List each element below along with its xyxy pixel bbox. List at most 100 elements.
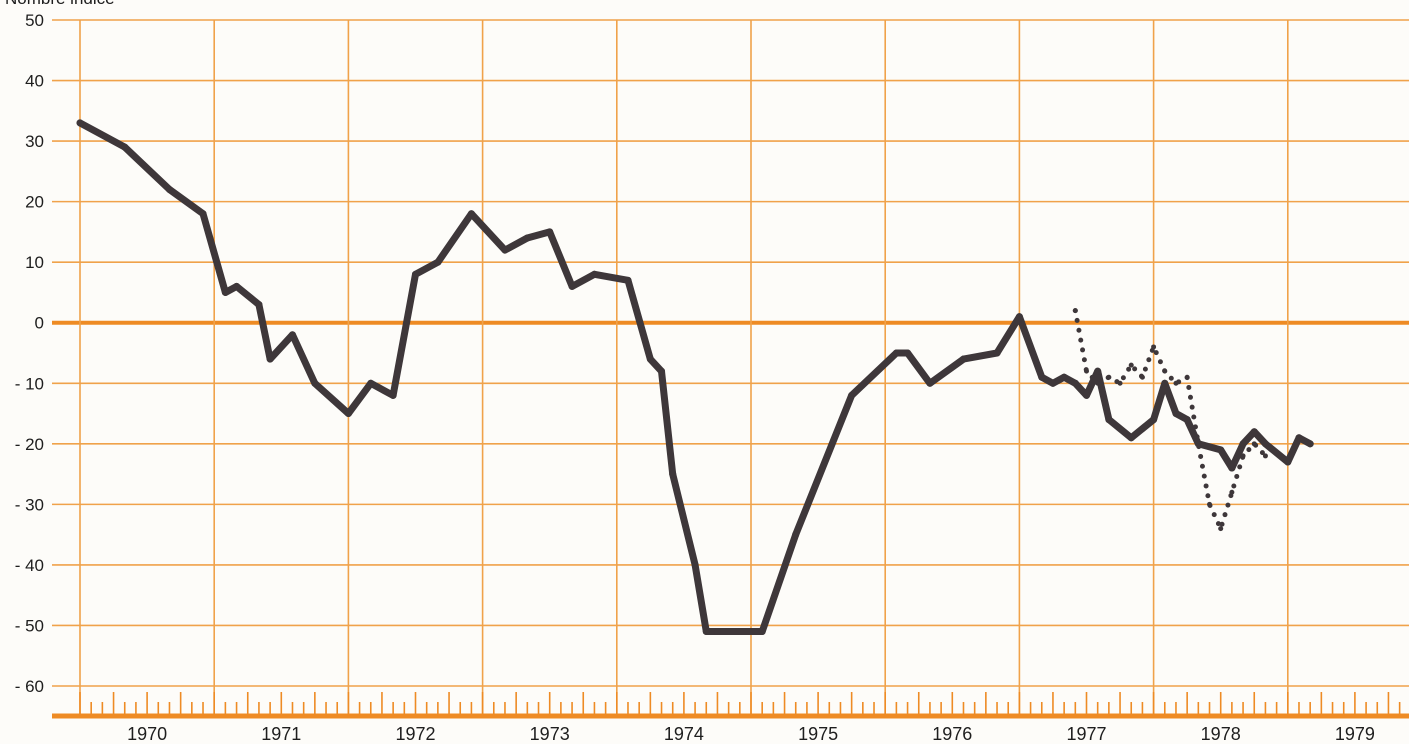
y-tick-label: - 50 xyxy=(15,616,44,635)
x-tick-label-year: 1971 xyxy=(261,724,301,744)
data-point xyxy=(523,234,531,242)
data-point xyxy=(1072,308,1078,314)
data-point xyxy=(1218,526,1224,532)
data-point xyxy=(1262,453,1268,459)
data-point xyxy=(658,367,666,375)
y-tick-label: 0 xyxy=(35,314,44,333)
data-point xyxy=(1207,501,1213,507)
data-point xyxy=(288,331,296,339)
y-tick-label: 30 xyxy=(25,132,44,151)
data-point xyxy=(76,119,84,127)
x-tick-label-year: 1977 xyxy=(1066,724,1106,744)
data-point xyxy=(367,379,375,387)
data-point xyxy=(344,410,352,418)
data-point xyxy=(1127,434,1135,442)
x-tick-label-year: 1976 xyxy=(932,724,972,744)
data-point xyxy=(1049,379,1057,387)
y-tick-label: - 40 xyxy=(15,556,44,575)
data-point xyxy=(1251,441,1257,447)
data-point xyxy=(266,355,274,363)
data-point xyxy=(848,391,856,399)
data-point xyxy=(467,210,475,218)
data-point xyxy=(1105,416,1113,424)
y-tick-label: - 20 xyxy=(15,435,44,454)
data-point xyxy=(1284,458,1292,466)
data-point xyxy=(892,349,900,357)
data-point xyxy=(792,531,800,539)
x-tick-label-year: 1979 xyxy=(1335,724,1375,744)
data-point xyxy=(233,282,241,290)
data-point xyxy=(669,470,677,478)
data-point xyxy=(199,210,207,218)
data-point xyxy=(1015,313,1023,321)
y-tick-label: - 60 xyxy=(15,677,44,696)
data-point xyxy=(1150,416,1158,424)
y-tick-label: 50 xyxy=(25,11,44,30)
data-point xyxy=(412,270,419,278)
data-point xyxy=(1306,440,1314,448)
data-point xyxy=(993,349,1001,357)
data-point xyxy=(1261,440,1269,448)
data-point xyxy=(1094,367,1102,375)
data-point xyxy=(1228,464,1236,472)
data-point xyxy=(1071,379,1079,387)
grid xyxy=(52,19,1409,716)
data-point xyxy=(1240,453,1246,459)
data-point xyxy=(1151,344,1157,350)
data-point xyxy=(1173,380,1179,386)
y-tick-label: - 10 xyxy=(15,374,44,393)
data-point xyxy=(1250,428,1258,436)
y-tick-label: - 30 xyxy=(15,495,44,514)
data-point xyxy=(1239,440,1247,448)
data-point xyxy=(1060,373,1068,381)
data-point xyxy=(1083,391,1090,399)
data-point xyxy=(646,355,654,363)
data-point xyxy=(926,379,934,387)
y-tick-label: 40 xyxy=(25,72,44,91)
data-point xyxy=(904,349,912,357)
y-tick-label: 20 xyxy=(25,193,44,212)
data-point xyxy=(590,270,598,278)
data-point xyxy=(691,561,699,569)
data-point xyxy=(1084,368,1089,374)
data-point xyxy=(546,228,554,236)
data-point xyxy=(1195,441,1201,447)
data-point xyxy=(1139,374,1145,380)
data-point xyxy=(1162,368,1168,374)
data-point xyxy=(1117,380,1123,386)
data-point xyxy=(1217,446,1225,454)
data-point xyxy=(1128,362,1134,368)
x-axis xyxy=(52,692,1409,719)
data-point xyxy=(1106,374,1112,380)
series-layer xyxy=(76,119,1314,636)
x-tick-label-year: 1975 xyxy=(798,724,838,744)
data-point xyxy=(624,276,632,284)
data-point xyxy=(311,379,319,387)
data-point xyxy=(568,282,576,290)
data-point xyxy=(221,288,229,296)
data-point xyxy=(121,143,129,151)
data-point xyxy=(1183,416,1191,424)
series-line-dotted xyxy=(1072,308,1268,532)
x-tick-label-year: 1974 xyxy=(664,724,704,744)
data-point xyxy=(1229,489,1235,495)
data-point xyxy=(165,186,173,194)
data-point xyxy=(736,628,744,636)
data-point xyxy=(434,258,442,266)
data-point xyxy=(1184,374,1190,380)
y-axis-title: Nombre indice xyxy=(5,0,115,8)
y-tick-label: 10 xyxy=(25,253,44,272)
data-point xyxy=(702,628,710,636)
data-point xyxy=(758,628,766,636)
data-point xyxy=(501,246,509,254)
data-point xyxy=(1172,410,1180,418)
data-point xyxy=(1161,379,1169,387)
x-tick-label-year: 1972 xyxy=(395,724,435,744)
x-tick-label-year: 1970 xyxy=(127,724,167,744)
axis-labels: 50 40 30 20 10 0 - 10 - 20 - 30 - 40 - 50 - 60 1970 1… xyxy=(15,11,1375,744)
data-point xyxy=(255,301,263,309)
data-point xyxy=(1038,373,1046,381)
data-point xyxy=(959,355,967,363)
